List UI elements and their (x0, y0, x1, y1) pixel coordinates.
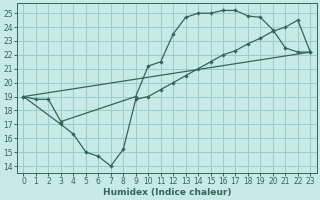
X-axis label: Humidex (Indice chaleur): Humidex (Indice chaleur) (103, 188, 231, 197)
